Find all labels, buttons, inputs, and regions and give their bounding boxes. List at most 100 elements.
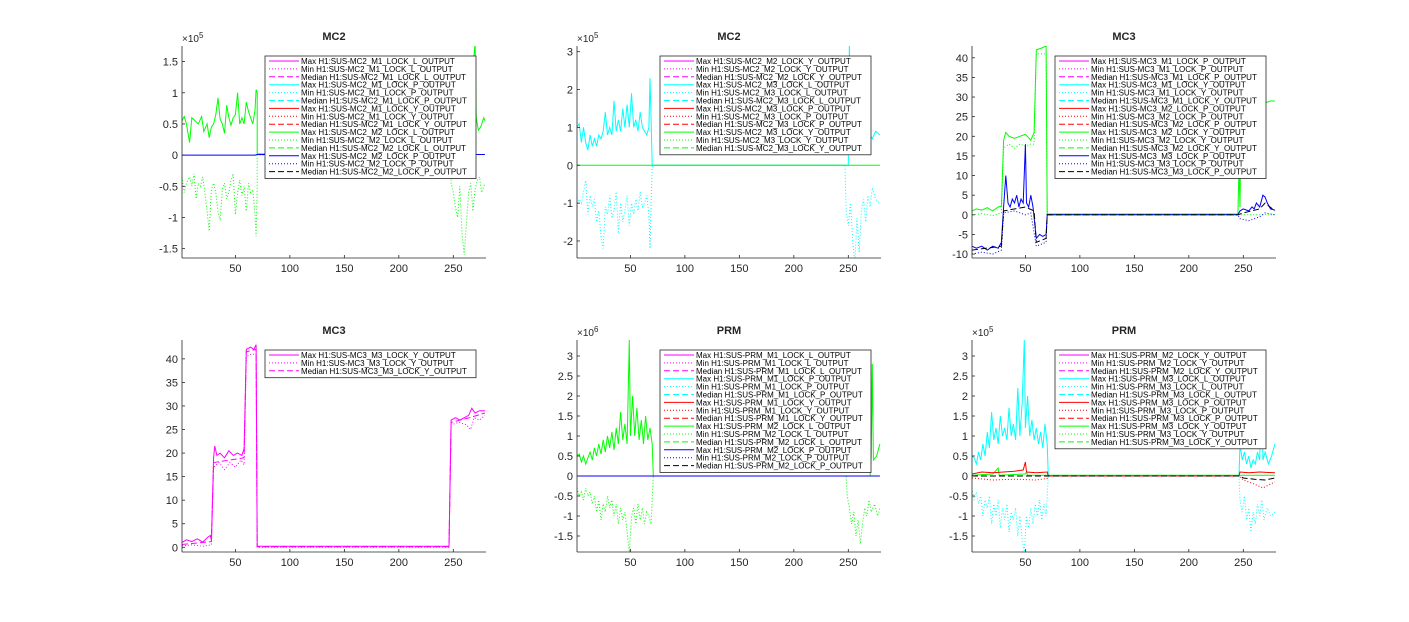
legend-box	[1054, 55, 1267, 179]
y-tick-label: 3	[567, 351, 573, 363]
y-tick-label: -2	[563, 236, 573, 248]
legend-label: Min H1:SUS-MC3_M2_LOCK_P_OUTPUT	[1091, 112, 1244, 121]
legend-label: Median H1:SUS-MC2_M1_LOCK_Y_OUTPUT	[301, 120, 467, 129]
y-tick-label: 25	[956, 112, 968, 124]
y-tick-label: 5	[172, 519, 178, 531]
y-axis-exponent: ×106	[577, 325, 599, 339]
x-tick-label: 50	[229, 557, 241, 569]
legend-label: Median H1:SUS-PRM_M3_LOCK_Y_OUTPUT	[1091, 438, 1258, 447]
legend-label: Min H1:SUS-PRM_M1_LOCK_Y_OUTPUT	[696, 406, 849, 415]
x-tick-label: 200	[1180, 263, 1198, 275]
legend-label: Median H1:SUS-MC3_M2_LOCK_Y_OUTPUT	[1091, 144, 1257, 153]
x-tick-label: 50	[624, 557, 636, 569]
y-tick-label: 1.5	[163, 57, 178, 69]
y-tick-label: 25	[166, 425, 178, 437]
legend-label: Min H1:SUS-MC3_M1_LOCK_P_OUTPUT	[1091, 65, 1244, 74]
legend-label: Max H1:SUS-PRM_M2_LOCK_L_OUTPUT	[696, 422, 851, 431]
subplot-5: 50 100 150 200 250 -1.5 -1 -0.5 0 0.5 1 1.5 2 2.5 3 ×10…	[554, 325, 881, 569]
y-tick-label: 2	[567, 85, 573, 97]
legend-label: Median H1:SUS-MC2_M3_LOCK_L_OUTPUT	[696, 97, 861, 106]
y-tick-label: 20	[166, 448, 178, 460]
legend-label: Median H1:SUS-PRM_M2_LOCK_P_OUTPUT	[696, 462, 863, 471]
x-tick-label: 150	[730, 557, 748, 569]
x-tick-label: 100	[676, 557, 694, 569]
y-tick-label: 0.5	[953, 451, 968, 463]
x-tick-label: 100	[676, 263, 694, 275]
x-tick-label: 200	[390, 557, 408, 569]
x-tick-label: 100	[281, 557, 299, 569]
y-tick-label: 2	[567, 391, 573, 403]
legend-label: Min H1:SUS-MC2_M2_LOCK_Y_OUTPUT	[696, 65, 849, 74]
y-tick-label: -1.5	[949, 531, 968, 543]
subplot-4: 50 100 150 200 250 0 5 10 15 20 25 30 35 40 MC3 Max H1:…	[166, 325, 486, 569]
y-tick-label: -1	[563, 511, 573, 523]
legend-label: Median H1:SUS-MC2_M2_LOCK_Y_OUTPUT	[696, 73, 862, 82]
legend-label: Median H1:SUS-MC2_M3_LOCK_Y_OUTPUT	[696, 144, 862, 153]
legend-label: Min H1:SUS-MC2_M3_LOCK_P_OUTPUT	[696, 112, 849, 121]
x-tick-label: 250	[444, 557, 462, 569]
series-line-5	[972, 475, 1276, 489]
x-tick-label: 50	[1019, 557, 1031, 569]
legend-label: Min H1:SUS-PRM_M2_LOCK_L_OUTPUT	[696, 430, 849, 439]
legend-box	[659, 55, 872, 156]
legend-box	[1054, 349, 1267, 450]
y-tick-label: 3	[962, 351, 968, 363]
legend-label: Median H1:SUS-MC3_M2_LOCK_P_OUTPUT	[1091, 120, 1257, 129]
y-tick-label: 1.5	[558, 411, 573, 423]
y-tick-label: 2.5	[558, 371, 573, 383]
legend-label: Min H1:SUS-PRM_M1_LOCK_P_OUTPUT	[696, 383, 849, 392]
y-axis-exponent: ×105	[182, 31, 204, 45]
x-tick-label: 150	[335, 263, 353, 275]
legend-label: Min H1:SUS-PRM_M2_LOCK_P_OUTPUT	[696, 454, 849, 463]
series-line-3	[182, 348, 486, 548]
legend-label: Median H1:SUS-PRM_M1_LOCK_P_OUTPUT	[696, 391, 863, 400]
chart-title: MC3	[1112, 31, 1135, 43]
subplot-1: 50 100 150 200 250 -1.5 -1 -0.5 0 0.5 1 1.5 ×105 MC2 M…	[159, 31, 486, 275]
legend-label: Median H1:SUS-PRM_M1_LOCK_L_OUTPUT	[696, 367, 862, 376]
legend-label: Min H1:SUS-MC2_M3_LOCK_Y_OUTPUT	[696, 136, 849, 145]
y-tick-label: -1.5	[554, 531, 573, 543]
legend-label: Min H1:SUS-MC3_M3_LOCK_Y_OUTPUT	[301, 359, 454, 368]
x-tick-label: 250	[444, 263, 462, 275]
series-line-5	[972, 202, 1276, 251]
x-tick-label: 200	[390, 263, 408, 275]
y-tick-label: 1.5	[953, 411, 968, 423]
legend-label: Min H1:SUS-PRM_M3_LOCK_L_OUTPUT	[1091, 383, 1244, 392]
y-tick-label: 35	[956, 72, 968, 84]
y-tick-label: 0	[567, 471, 573, 483]
y-tick-label: 40	[956, 53, 968, 65]
series-line-3	[972, 144, 1276, 251]
chart-title: MC2	[322, 31, 345, 43]
y-axis-exponent: ×105	[577, 31, 599, 45]
y-tick-label: 0	[962, 471, 968, 483]
y-tick-label: 10	[166, 495, 178, 507]
legend-label: Max H1:SUS-PRM_M3_LOCK_P_OUTPUT	[1091, 398, 1247, 407]
y-tick-label: 2.5	[953, 371, 968, 383]
legend-label: Median H1:SUS-MC3_M3_LOCK_P_OUTPUT	[1091, 168, 1257, 177]
series-line-1	[182, 344, 485, 547]
legend-label: Max H1:SUS-MC2_M1_LOCK_L_OUTPUT	[301, 57, 455, 66]
legend-label: Median H1:SUS-MC3_M1_LOCK_P_OUTPUT	[1091, 73, 1257, 82]
legend-label: Min H1:SUS-PRM_M3_LOCK_Y_OUTPUT	[1091, 430, 1244, 439]
y-tick-label: 1	[567, 431, 573, 443]
chart-title: MC2	[717, 31, 740, 43]
series-line-2	[182, 353, 486, 548]
legend-label: Median H1:SUS-MC2_M2_LOCK_P_OUTPUT	[301, 168, 467, 177]
y-tick-label: -1.5	[159, 244, 178, 256]
series-line-2	[577, 475, 881, 552]
legend-label: Min H1:SUS-MC3_M2_LOCK_Y_OUTPUT	[1091, 136, 1244, 145]
x-tick-label: 150	[730, 263, 748, 275]
chart-title: PRM	[717, 325, 741, 337]
legend-label: Min H1:SUS-MC2_M2_LOCK_L_OUTPUT	[301, 136, 453, 145]
legend-label: Max H1:SUS-PRM_M1_LOCK_L_OUTPUT	[696, 351, 851, 360]
legend-label: Median H1:SUS-PRM_M3_LOCK_P_OUTPUT	[1091, 414, 1258, 423]
series-line-4	[972, 461, 1275, 477]
legend-label: Min H1:SUS-MC2_M1_LOCK_L_OUTPUT	[301, 65, 453, 74]
legend-label: Min H1:SUS-MC3_M1_LOCK_Y_OUTPUT	[1091, 89, 1244, 98]
y-tick-label: 1	[962, 431, 968, 443]
subplot-3: 50 100 150 200 250 -10 -5 0 5 10 15 20 25 30 35 40 MC3 Ma…	[952, 31, 1276, 275]
series-line-1	[577, 340, 881, 477]
x-tick-label: 250	[839, 263, 857, 275]
